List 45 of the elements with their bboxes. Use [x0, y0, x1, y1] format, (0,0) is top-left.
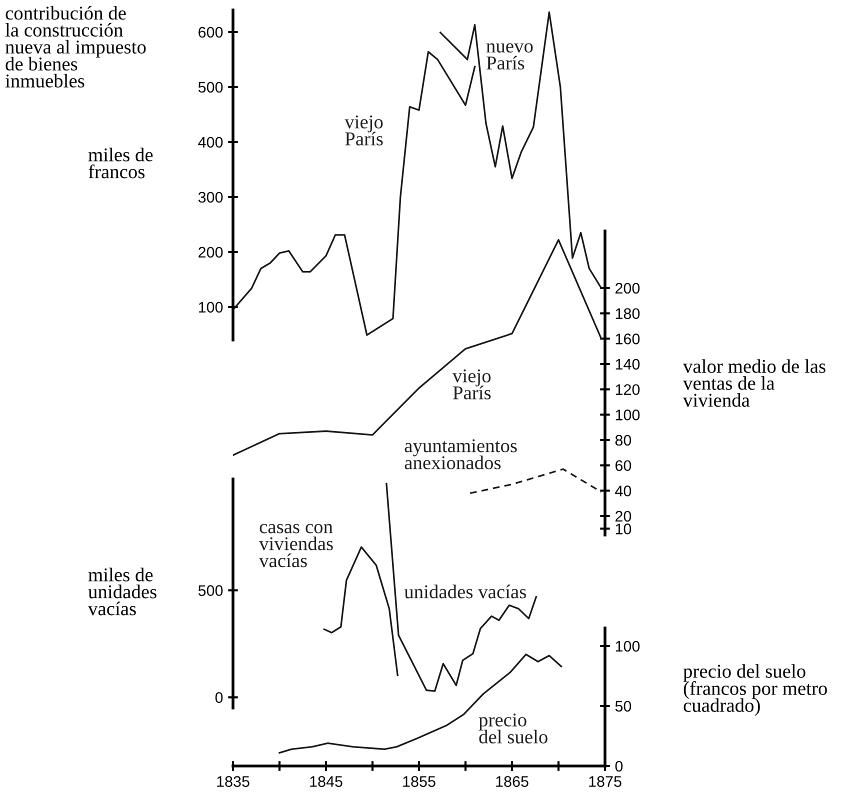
y-axis-title: miles de unidades vacías [88, 568, 156, 616]
y2-axis-title: valor medio de las ventas de la vivienda [683, 359, 826, 407]
x-tick-label: 1875 [589, 776, 622, 787]
line-series [469, 468, 602, 494]
line-series [233, 50, 476, 336]
y2-tick-label: 100 [616, 640, 640, 652]
x-tick-label: 1835 [217, 776, 250, 787]
y-tick-label: 300 [198, 192, 223, 203]
y2-tick-label: 40 [615, 486, 632, 496]
y2-axis-title: precio del suelo (francos por metro cuadrado) [683, 664, 827, 716]
series-label: nuevo París [486, 43, 533, 70]
x-tick-label: 1845 [310, 776, 342, 787]
y-tick-label: 600 [198, 26, 223, 38]
series-label: viejo París [344, 115, 383, 146]
series-label: precio del suelo [478, 713, 548, 744]
y-tick-label: 500 [198, 585, 223, 596]
y2-tick-label: 100 [616, 410, 640, 420]
text: contribución de la construcción nueva al impuesto de bienes inmuebles [5, 6, 146, 88]
y2-tick-label: 180 [616, 308, 640, 320]
series-label: unidades vacías [404, 584, 526, 598]
y-tick-label: 0 [215, 692, 223, 703]
x-tick-label: 1865 [496, 776, 528, 787]
y-axis-title: miles de francos [88, 148, 153, 178]
y2-tick-label: 120 [616, 384, 640, 396]
y2-tick-label: 10 [616, 524, 632, 534]
y2-tick-label: 20 [615, 510, 632, 522]
line-series [386, 482, 538, 692]
series-label: ayuntamientos anexionados [404, 439, 517, 470]
y-tick-label: 400 [198, 136, 223, 148]
y2-tick-label: 50 [615, 700, 632, 712]
line-series [278, 654, 562, 754]
y2-tick-label: 200 [615, 282, 640, 294]
line-series [233, 239, 602, 456]
y2-tick-label: 60 [616, 460, 632, 472]
line-series [440, 11, 602, 288]
y2-tick-label: 80 [615, 434, 632, 446]
y2-tick-label: 160 [616, 334, 640, 344]
series-label: viejo París [452, 369, 491, 400]
y2-tick-label: 0 [615, 760, 623, 772]
y-tick-label: 500 [198, 82, 223, 93]
y-tick-label: 200 [198, 246, 223, 258]
series-label: casas con viviendas vacías [259, 524, 333, 568]
y2-tick-label: 140 [616, 358, 640, 370]
x-tick-label: 1855 [403, 776, 436, 787]
y-tick-label: 100 [198, 302, 223, 313]
